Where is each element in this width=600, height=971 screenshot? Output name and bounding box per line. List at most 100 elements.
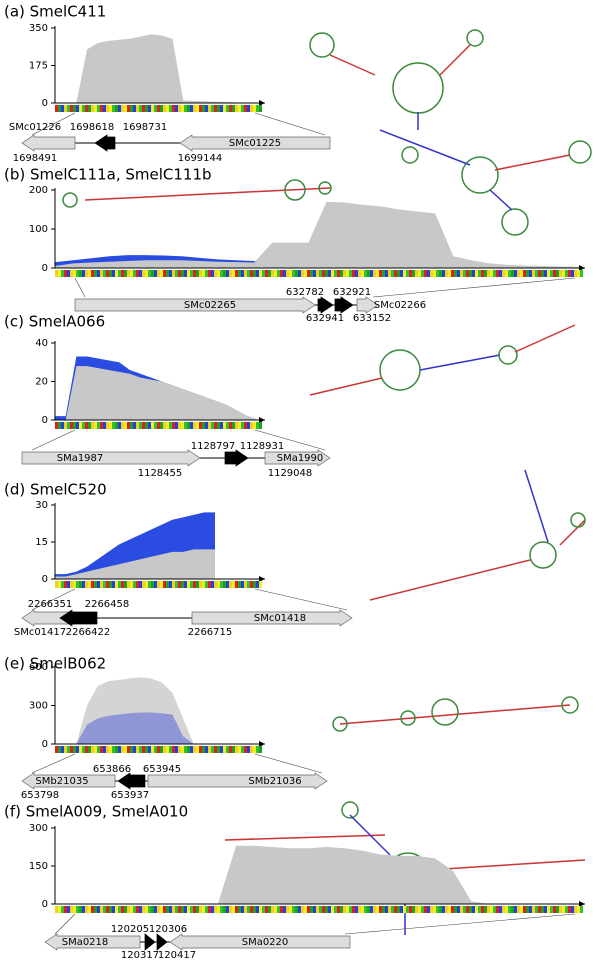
nucleotide-strip xyxy=(67,746,70,753)
nucleotide-strip xyxy=(457,270,460,277)
nucleotide-strip xyxy=(103,105,106,112)
nucleotide-strip xyxy=(127,581,130,588)
nucleotide-strip xyxy=(109,270,112,277)
nucleotide-strip xyxy=(334,906,337,913)
nucleotide-strip xyxy=(535,270,538,277)
nucleotide-strip xyxy=(151,270,154,277)
gene-label: 2266351 xyxy=(28,599,73,610)
nucleotide-strip xyxy=(214,906,217,913)
nucleotide-strip xyxy=(187,270,190,277)
nucleotide-strip xyxy=(169,906,172,913)
nucleotide-strip xyxy=(400,906,403,913)
nucleotide-strip xyxy=(133,581,136,588)
y-tick-label: 20 xyxy=(35,377,48,388)
nucleotide-strip xyxy=(508,270,511,277)
nucleotide-strip xyxy=(190,906,193,913)
nucleotide-strip xyxy=(145,746,148,753)
nucleotide-strip xyxy=(511,906,514,913)
nucleotide-strip xyxy=(484,270,487,277)
y-tick-label: 0 xyxy=(42,415,48,426)
nucleotide-strip xyxy=(418,906,421,913)
y-tick-label: 300 xyxy=(29,701,48,712)
nucleotide-strip xyxy=(529,270,532,277)
nucleotide-strip xyxy=(403,270,406,277)
nucleotide-strip xyxy=(64,270,67,277)
nucleotide-strip xyxy=(130,746,133,753)
nucleotide-strip xyxy=(355,906,358,913)
nucleotide-strip xyxy=(73,422,76,429)
nucleotide-strip xyxy=(127,746,130,753)
nucleotide-strip xyxy=(481,906,484,913)
nucleotide-strip xyxy=(91,422,94,429)
nucleotide-strip xyxy=(61,105,64,112)
nucleotide-strip xyxy=(460,906,463,913)
nucleotide-strip xyxy=(478,906,481,913)
nucleotide-strip xyxy=(502,270,505,277)
nucleotide-strip xyxy=(490,906,493,913)
nucleotide-strip xyxy=(484,906,487,913)
nucleotide-strip xyxy=(205,581,208,588)
nucleotide-strip xyxy=(184,270,187,277)
nucleotide-strip xyxy=(391,270,394,277)
nucleotide-strip xyxy=(226,422,229,429)
nucleotide-strip xyxy=(88,270,91,277)
nucleotide-strip xyxy=(145,581,148,588)
nucleotide-strip xyxy=(346,270,349,277)
nucleotide-strip xyxy=(67,906,70,913)
nucleotide-strip xyxy=(127,422,130,429)
nucleotide-strip xyxy=(538,906,541,913)
nucleotide-strip xyxy=(337,906,340,913)
nucleotide-strip xyxy=(301,906,304,913)
nucleotide-strip xyxy=(97,906,100,913)
nucleotide-strip xyxy=(436,906,439,913)
nucleotide-strip xyxy=(472,270,475,277)
nucleotide-strip xyxy=(493,270,496,277)
nucleotide-strip xyxy=(187,422,190,429)
nucleotide-strip xyxy=(79,906,82,913)
nucleotide-strip xyxy=(424,906,427,913)
nucleotide-strip xyxy=(421,270,424,277)
nucleotide-strip xyxy=(55,746,58,753)
nucleotide-strip xyxy=(112,422,115,429)
nucleotide-strip xyxy=(283,270,286,277)
nucleotide-strip xyxy=(214,581,217,588)
nucleotide-strip xyxy=(568,270,571,277)
nucleotide-strip xyxy=(517,906,520,913)
nucleotide-strip xyxy=(385,270,388,277)
gene-arrow xyxy=(179,134,331,152)
nucleotide-strip xyxy=(190,105,193,112)
nucleotide-strip xyxy=(133,270,136,277)
nucleotide-strip xyxy=(382,906,385,913)
gene-label: 120417 xyxy=(158,950,196,961)
nucleotide-strip xyxy=(460,270,463,277)
nucleotide-strip xyxy=(238,906,241,913)
nucleotide-strip xyxy=(277,906,280,913)
nucleotide-strip xyxy=(178,422,181,429)
nucleotide-strip xyxy=(184,746,187,753)
nucleotide-strip xyxy=(517,270,520,277)
nucleotide-strip xyxy=(187,906,190,913)
nucleotide-strip xyxy=(502,906,505,913)
nucleotide-strip xyxy=(145,422,148,429)
nucleotide-strip xyxy=(523,906,526,913)
nucleotide-strip xyxy=(82,105,85,112)
gene-arrow xyxy=(224,449,249,467)
nucleotide-strip xyxy=(265,270,268,277)
nucleotide-strip xyxy=(82,581,85,588)
gene-label: 632782 xyxy=(286,287,324,298)
nucleotide-strip xyxy=(154,581,157,588)
nucleotide-strip xyxy=(94,422,97,429)
nucleotide-strip xyxy=(136,270,139,277)
nucleotide-strip xyxy=(397,270,400,277)
nucleotide-strip xyxy=(91,270,94,277)
nucleotide-strip xyxy=(163,906,166,913)
nucleotide-strip xyxy=(121,746,124,753)
nucleotide-strip xyxy=(118,105,121,112)
nucleotide-strip xyxy=(169,746,172,753)
nucleotide-strip xyxy=(178,746,181,753)
nucleotide-strip xyxy=(133,422,136,429)
nucleotide-strip xyxy=(232,105,235,112)
nucleotide-strip xyxy=(79,270,82,277)
nucleotide-strip xyxy=(148,270,151,277)
panel-title: (e) SmelB062 xyxy=(4,655,106,673)
